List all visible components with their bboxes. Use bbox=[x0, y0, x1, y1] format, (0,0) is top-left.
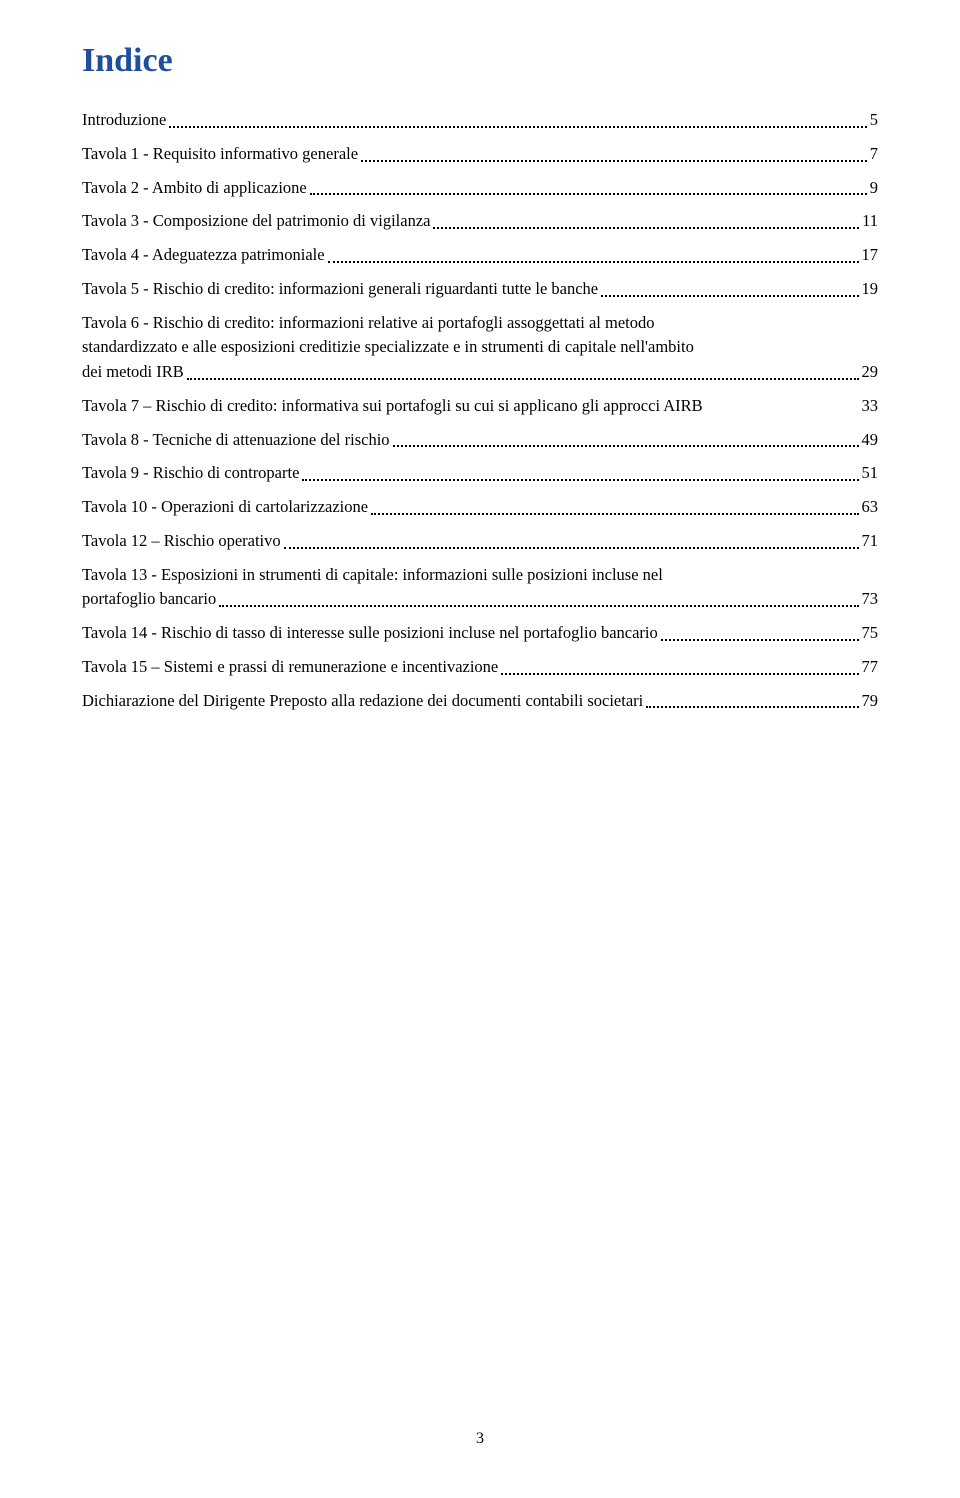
toc-leader-dots bbox=[187, 378, 859, 380]
toc-label: Tavola 3 - Composizione del patrimonio d… bbox=[82, 209, 430, 234]
toc-leader-dots bbox=[219, 605, 858, 607]
toc-page-number: 5 bbox=[870, 108, 878, 133]
toc-leader-dots bbox=[302, 479, 858, 481]
toc-page-number: 71 bbox=[862, 529, 879, 554]
toc-leader-dots bbox=[393, 445, 859, 447]
toc-page-number: 73 bbox=[862, 587, 879, 612]
toc-label: Tavola 15 – Sistemi e prassi di remunera… bbox=[82, 655, 498, 680]
toc-page-number: 77 bbox=[862, 655, 879, 680]
toc-leader-dots bbox=[501, 673, 858, 675]
page-number: 3 bbox=[476, 1430, 484, 1448]
toc-entry: Tavola 6 - Rischio di credito: informazi… bbox=[82, 311, 878, 385]
toc-entry: Tavola 15 – Sistemi e prassi di remunera… bbox=[82, 655, 878, 680]
toc-label: Tavola 12 – Rischio operativo bbox=[82, 529, 281, 554]
toc-leader-dots bbox=[646, 706, 858, 708]
table-of-contents: Introduzione 5 Tavola 1 - Requisito inform… bbox=[82, 108, 878, 713]
toc-leader-dots bbox=[433, 227, 859, 229]
toc-entry: Tavola 2 - Ambito di applicazione 9 bbox=[82, 176, 878, 201]
toc-label: portafoglio bancario bbox=[82, 587, 216, 612]
toc-entry: Dichiarazione del Dirigente Preposto all… bbox=[82, 689, 878, 714]
toc-label: Tavola 5 - Rischio di credito: informazi… bbox=[82, 277, 598, 302]
toc-page-number: 63 bbox=[862, 495, 879, 520]
toc-entry: Tavola 5 - Rischio di credito: informazi… bbox=[82, 277, 878, 302]
toc-page-number: 29 bbox=[862, 360, 879, 385]
toc-page-number: 7 bbox=[870, 142, 878, 167]
toc-page-number: 17 bbox=[862, 243, 879, 268]
toc-entry: Tavola 9 - Rischio di controparte 51 bbox=[82, 461, 878, 486]
toc-leader-dots bbox=[284, 547, 859, 549]
toc-leader-dots bbox=[361, 160, 867, 162]
toc-label: Tavola 13 - Esposizioni in strumenti di … bbox=[82, 563, 878, 588]
toc-leader-dots bbox=[310, 193, 867, 195]
toc-label: Dichiarazione del Dirigente Preposto all… bbox=[82, 689, 643, 714]
toc-entry: Tavola 12 – Rischio operativo 71 bbox=[82, 529, 878, 554]
toc-entry: Tavola 4 - Adeguatezza patrimoniale 17 bbox=[82, 243, 878, 268]
toc-label: Tavola 7 – Rischio di credito: informati… bbox=[82, 394, 858, 419]
toc-leader-dots bbox=[328, 261, 859, 263]
toc-page-number: 49 bbox=[862, 428, 879, 453]
toc-leader-dots bbox=[601, 295, 858, 297]
toc-label: Tavola 14 - Rischio di tasso di interess… bbox=[82, 621, 658, 646]
toc-page-number: 19 bbox=[862, 277, 879, 302]
toc-entry: Tavola 8 - Tecniche di attenuazione del … bbox=[82, 428, 878, 453]
toc-label: Tavola 9 - Rischio di controparte bbox=[82, 461, 299, 486]
toc-page-number: 51 bbox=[862, 461, 879, 486]
toc-page-number: 11 bbox=[862, 209, 878, 234]
toc-entry: Tavola 7 – Rischio di credito: informati… bbox=[82, 394, 878, 419]
toc-label: standardizzato e alle esposizioni credit… bbox=[82, 335, 878, 360]
toc-leader-dots bbox=[371, 513, 858, 515]
toc-entry: Introduzione 5 bbox=[82, 108, 878, 133]
toc-entry: Tavola 13 - Esposizioni in strumenti di … bbox=[82, 563, 878, 613]
toc-entry: Tavola 3 - Composizione del patrimonio d… bbox=[82, 209, 878, 234]
toc-page-number: 75 bbox=[862, 621, 879, 646]
toc-page-number: 33 bbox=[862, 394, 879, 419]
toc-entry: Tavola 1 - Requisito informativo general… bbox=[82, 142, 878, 167]
toc-label: Tavola 2 - Ambito di applicazione bbox=[82, 176, 307, 201]
toc-label: Tavola 8 - Tecniche di attenuazione del … bbox=[82, 428, 390, 453]
toc-label: Tavola 6 - Rischio di credito: informazi… bbox=[82, 311, 878, 336]
toc-label: Tavola 4 - Adeguatezza patrimoniale bbox=[82, 243, 325, 268]
toc-label: Tavola 10 - Operazioni di cartolarizzazi… bbox=[82, 495, 368, 520]
toc-page-number: 9 bbox=[870, 176, 878, 201]
toc-leader-dots bbox=[661, 639, 859, 641]
toc-leader-dots bbox=[169, 126, 866, 128]
toc-entry: Tavola 10 - Operazioni di cartolarizzazi… bbox=[82, 495, 878, 520]
toc-label: dei metodi IRB bbox=[82, 360, 184, 385]
toc-label: Tavola 1 - Requisito informativo general… bbox=[82, 142, 358, 167]
toc-entry: Tavola 14 - Rischio di tasso di interess… bbox=[82, 621, 878, 646]
page-title: Indice bbox=[82, 42, 878, 80]
toc-page-number: 79 bbox=[862, 689, 879, 714]
toc-label: Introduzione bbox=[82, 108, 166, 133]
